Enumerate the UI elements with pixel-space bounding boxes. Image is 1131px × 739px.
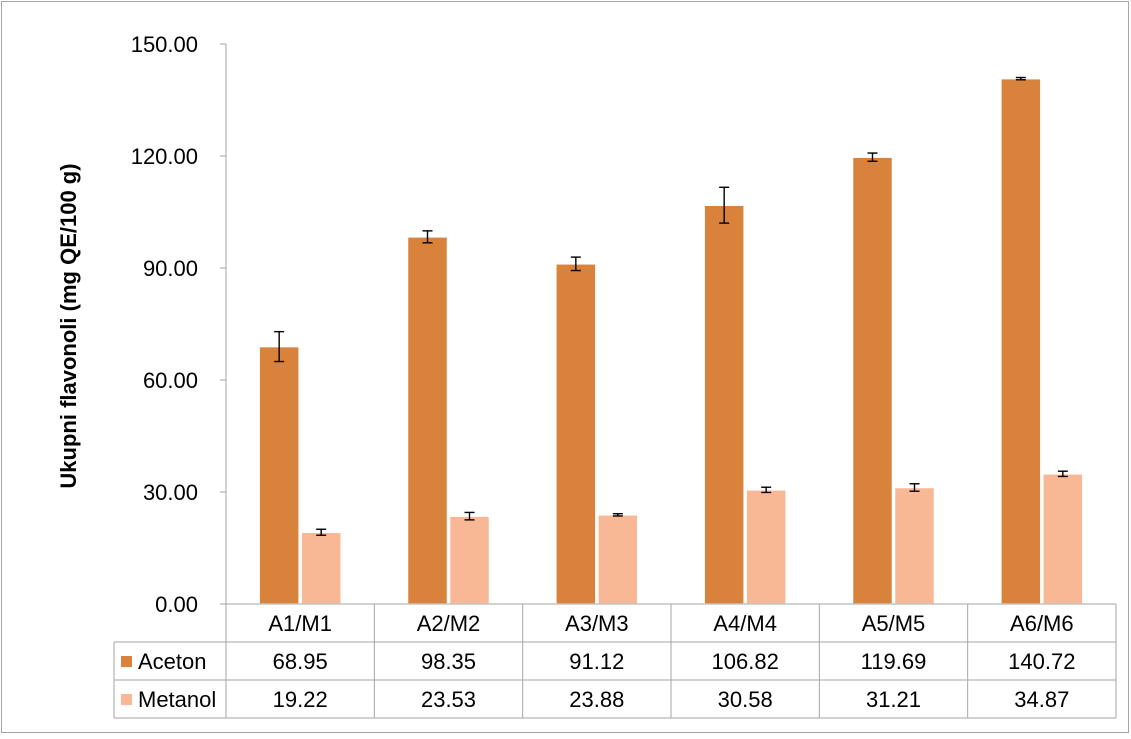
legend-key-aceton — [121, 656, 132, 667]
bar-metanol — [300, 531, 342, 605]
y-tick-label: 0.00 — [155, 592, 198, 617]
table-value: 106.82 — [712, 649, 779, 674]
table-value: 30.58 — [718, 687, 773, 712]
legend-label: Aceton — [138, 649, 207, 674]
bar-metanol — [745, 489, 787, 605]
legend-label: Metanol — [138, 687, 216, 712]
category-label: A2/M2 — [417, 611, 481, 636]
category-label: A4/M4 — [713, 611, 777, 636]
bar-aceton — [851, 156, 894, 605]
table-value: 91.12 — [569, 649, 624, 674]
bar-aceton — [406, 236, 449, 605]
table-value: 98.35 — [421, 649, 476, 674]
table-value: 23.88 — [569, 687, 624, 712]
category-label: A5/M5 — [862, 611, 926, 636]
bar-aceton — [555, 263, 597, 605]
y-tick-label: 60.00 — [143, 368, 198, 393]
y-tick-label: 90.00 — [143, 256, 198, 281]
bars — [258, 76, 1084, 605]
bar-metanol — [893, 486, 936, 605]
category-label: A3/M3 — [565, 611, 629, 636]
bar-metanol — [1042, 473, 1084, 605]
table-value: 119.69 — [861, 649, 927, 674]
table-value: 31.21 — [866, 687, 921, 712]
y-tick-label: 120.00 — [131, 144, 198, 169]
table-value: 140.72 — [1008, 649, 1075, 674]
bar-aceton — [258, 345, 300, 605]
y-axis-label: Ukupni flavonoli (mg QE/100 g) — [56, 163, 81, 488]
y-tick-label: 30.00 — [143, 480, 198, 505]
bar-metanol — [597, 514, 639, 605]
y-axis-ticks: 0.00 30.00 60.00 90.00 120.00 150.00 — [131, 32, 227, 617]
y-tick-label: 150.00 — [131, 32, 198, 57]
table-value: 23.53 — [421, 687, 476, 712]
table-value: 34.87 — [1014, 687, 1069, 712]
table-value: 19.22 — [273, 687, 328, 712]
category-label: A6/M6 — [1010, 611, 1074, 636]
category-label: A1/M1 — [268, 611, 332, 636]
bar-aceton — [1000, 77, 1042, 605]
table-value: 68.95 — [273, 649, 328, 674]
bar-aceton — [703, 204, 745, 605]
bar-metanol — [448, 515, 491, 605]
legend-key-metanol — [121, 694, 132, 705]
data-table: A1/M1 A2/M2 A3/M3 A4/M4 A5/M5 A6/M6 Aceton 68.9… — [113, 603, 1117, 719]
